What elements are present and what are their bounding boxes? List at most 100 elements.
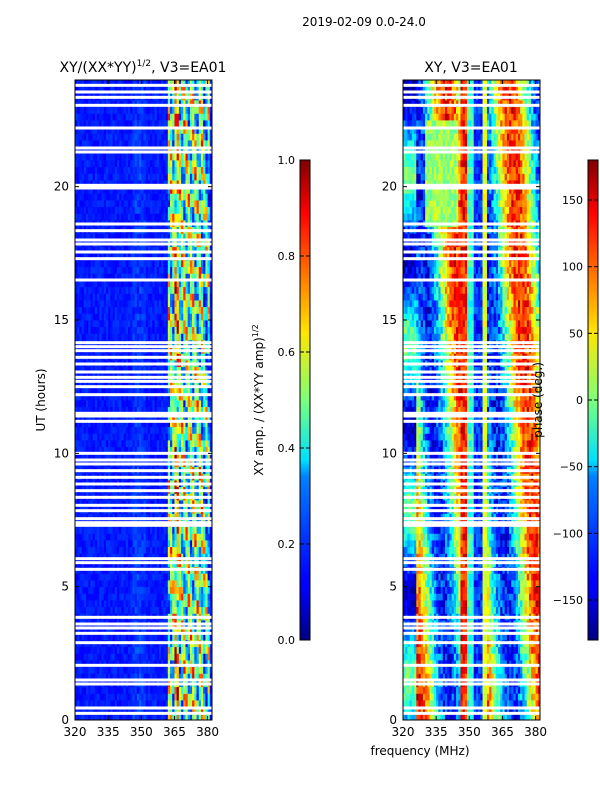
left-heatmap-cell — [196, 686, 200, 694]
left-heatmap-cell — [141, 513, 144, 521]
left-heatmap-cell — [198, 573, 202, 581]
left-heatmap-cell — [189, 293, 193, 301]
left-heatmap-cell — [189, 700, 193, 708]
left-heatmap-cell — [134, 440, 138, 448]
left-heatmap-cell — [161, 693, 164, 701]
left-heatmap-cell — [132, 653, 136, 661]
left-heatmap-cell — [167, 546, 171, 554]
left-heatmap-cell — [110, 666, 113, 674]
left-heatmap-cell — [161, 206, 164, 214]
left-heatmap-cell — [200, 573, 204, 581]
left-heatmap-cell — [189, 446, 193, 454]
left-heatmap-cell — [154, 320, 158, 328]
left-heatmap-cell — [161, 326, 164, 334]
left-heatmap-cell — [161, 426, 164, 434]
left-heatmap-cell — [86, 233, 89, 241]
left-heatmap-cell — [185, 580, 189, 588]
left-heatmap-cell — [79, 706, 83, 714]
left-heatmap-cell — [81, 246, 85, 254]
left-heatmap-cell — [79, 260, 83, 268]
left-heatmap-cell — [103, 526, 107, 534]
left-heatmap-cell — [90, 646, 94, 654]
left-heatmap-cell — [161, 600, 164, 608]
left-heatmap-cell — [125, 593, 129, 601]
left-heatmap-cell — [207, 273, 211, 281]
left-heatmap-cell — [97, 246, 100, 254]
left-heatmap-cell — [134, 446, 138, 454]
left-heatmap-cell — [119, 433, 122, 441]
left-heatmap-cell — [161, 433, 164, 441]
left-heatmap-cell — [119, 420, 122, 428]
left-heatmap-cell — [114, 320, 118, 328]
left-heatmap-cell — [203, 533, 206, 541]
left-heatmap-cell — [150, 273, 153, 281]
left-heatmap-cell — [112, 333, 116, 341]
left-heatmap-cell — [79, 200, 83, 208]
left-heatmap-cell — [189, 580, 193, 588]
left-heatmap-cell — [185, 333, 189, 341]
left-heatmap-cell — [83, 633, 87, 641]
left-heatmap-cell — [172, 246, 175, 254]
left-heatmap-cell — [128, 500, 131, 508]
left-heatmap-cell — [205, 333, 208, 341]
left-heatmap-cell — [130, 306, 133, 314]
left-heatmap-cell — [94, 606, 98, 614]
left-heatmap-cell — [145, 193, 149, 201]
left-heatmap-cell — [103, 546, 107, 554]
left-heatmap-cell — [88, 320, 91, 328]
left-heatmap-cell — [121, 626, 125, 634]
left-heatmap-cell — [75, 626, 78, 634]
left-heatmap-cell — [103, 320, 107, 328]
left-heatmap-cell — [123, 433, 127, 441]
left-heatmap-cell — [125, 633, 129, 641]
left-heatmap-cell — [88, 646, 91, 654]
left-heatmap-cell — [130, 526, 133, 534]
left-heatmap-cell — [154, 526, 158, 534]
left-heatmap-cell — [187, 186, 191, 194]
left-heatmap-cell — [194, 320, 197, 328]
left-heatmap-cell — [145, 440, 149, 448]
left-heatmap-cell — [119, 313, 122, 321]
left-heatmap-cell — [81, 513, 85, 521]
left-heatmap-cell — [83, 280, 87, 288]
left-heatmap-cell — [167, 286, 171, 294]
left-heatmap-cell — [132, 420, 136, 428]
left-heatmap-cell — [167, 306, 171, 314]
left-heatmap-cell — [205, 293, 208, 301]
left-heatmap-cell — [119, 193, 122, 201]
left-heatmap-cell — [125, 380, 129, 388]
left-heatmap-cell — [194, 266, 197, 274]
left-heatmap-cell — [130, 540, 133, 548]
left-heatmap-cell — [200, 533, 204, 541]
left-heatmap-cell — [86, 300, 89, 308]
left-heatmap-cell — [143, 293, 147, 301]
left-heatmap-cell — [139, 686, 142, 694]
left-heatmap-cell — [165, 386, 169, 394]
left-heatmap-cell — [75, 213, 78, 221]
left-heatmap-cell — [143, 526, 147, 534]
left-heatmap-cell — [81, 326, 85, 334]
left-heatmap-cell — [136, 380, 140, 388]
left-heatmap-cell — [158, 553, 162, 561]
left-heatmap-cell — [205, 440, 208, 448]
left-heatmap-cell — [158, 693, 162, 701]
left-heatmap-cell — [86, 526, 89, 534]
left-heatmap-cell — [75, 320, 78, 328]
left-heatmap-cell — [99, 253, 102, 261]
left-heatmap-cell — [152, 200, 155, 208]
left-heatmap-cell — [167, 193, 171, 201]
left-heatmap-cell — [130, 533, 133, 541]
left-heatmap-cell — [90, 693, 94, 701]
left-heatmap-cell — [101, 533, 105, 541]
left-heatmap-cell — [108, 200, 111, 208]
left-heatmap-cell — [86, 546, 89, 554]
left-heatmap-cell — [103, 393, 107, 401]
left-heatmap-cell — [154, 433, 158, 441]
left-heatmap-cell — [167, 513, 171, 521]
left-heatmap-cell — [192, 293, 195, 301]
left-heatmap-cell — [176, 546, 180, 554]
left-heatmap-cell — [110, 593, 113, 601]
left-heatmap-cell — [83, 540, 87, 548]
left-heatmap-cell — [79, 600, 83, 608]
left-heatmap-cell — [192, 700, 195, 708]
